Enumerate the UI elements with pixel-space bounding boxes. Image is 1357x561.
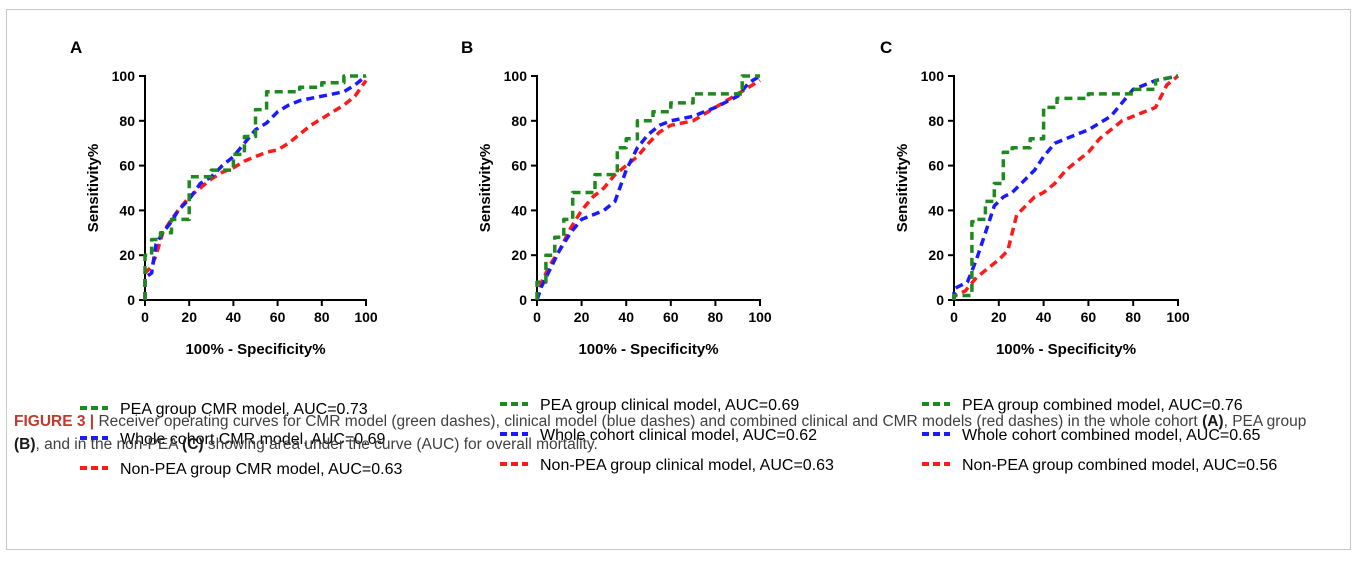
panel-b-x-tick-label: 0 bbox=[533, 309, 541, 325]
panel-a-x-axis-title: 100% - Specificity% bbox=[185, 341, 325, 358]
panel-b-x-tick-label: 80 bbox=[708, 309, 724, 325]
panel-c-legend-label: Non-PEA group combined model, AUC=0.56 bbox=[962, 457, 1277, 474]
panel-b-y-tick-label: 40 bbox=[511, 202, 527, 218]
panel-c-y-tick-label: 80 bbox=[928, 113, 944, 129]
panel-a-y-tick-label: 100 bbox=[112, 68, 136, 84]
panel-a-series-green bbox=[143, 74, 366, 300]
panel-b-y-tick-label: 0 bbox=[519, 292, 527, 308]
caption-ref-c: (C) bbox=[182, 436, 204, 453]
panel-b-y-axis-title: Sensitivity% bbox=[477, 144, 494, 232]
panel-a-series-red bbox=[143, 79, 368, 300]
panel-c-y-tick-label: 40 bbox=[928, 202, 944, 218]
caption-text-3: , and in the non-PEA bbox=[35, 436, 183, 453]
panel-a-legend-label: PEA group CMR model, AUC=0.73 bbox=[120, 401, 368, 418]
panel-b-x-tick-label: 40 bbox=[618, 309, 634, 325]
panel-c-y-axis-title: Sensitivity% bbox=[894, 144, 911, 232]
panel-a-x-tick-label: 100 bbox=[354, 309, 378, 325]
panel-b-y-tick-label: 100 bbox=[504, 68, 528, 84]
panel-a-x-tick-label: 20 bbox=[181, 309, 197, 325]
panel-c-x-tick-label: 80 bbox=[1125, 309, 1141, 325]
panel-a-series-blue bbox=[143, 74, 368, 300]
panel-a-x-tick-label: 0 bbox=[141, 309, 149, 325]
panel-b-label: B bbox=[461, 38, 473, 57]
caption-ref-a: (A) bbox=[1202, 413, 1224, 430]
panel-c-x-axis-title: 100% - Specificity% bbox=[996, 341, 1136, 358]
panel-b-y-tick-label: 80 bbox=[511, 113, 527, 129]
panel-c-series-green bbox=[952, 74, 1179, 300]
panel-b-series-blue bbox=[535, 74, 761, 301]
panel-b-legend-label: Non-PEA group clinical model, AUC=0.63 bbox=[540, 457, 834, 474]
panel-c-y-tick-label: 20 bbox=[928, 247, 944, 263]
panel-c-legend-label: PEA group combined model, AUC=0.76 bbox=[962, 397, 1243, 414]
caption-text-1: Receiver operating curves for CMR model … bbox=[94, 413, 1203, 430]
panel-a-y-tick-label: 60 bbox=[119, 158, 135, 174]
panel-a-y-tick-label: 80 bbox=[119, 113, 135, 129]
panel-b-x-tick-label: 100 bbox=[748, 309, 772, 325]
figure-label: FIGURE 3 | bbox=[14, 413, 95, 430]
panel-c-x-tick-label: 40 bbox=[1036, 309, 1052, 325]
panel-b-series-green bbox=[535, 74, 760, 300]
panel-a-y-tick-label: 0 bbox=[127, 292, 135, 308]
panel-b-y-tick-label: 60 bbox=[511, 158, 527, 174]
panel-c-x-tick-label: 0 bbox=[950, 309, 958, 325]
panel-a-x-tick-label: 40 bbox=[226, 309, 242, 325]
panel-c-series-red bbox=[952, 74, 1180, 300]
panel-b-x-tick-label: 20 bbox=[574, 309, 590, 325]
panel-b-y-tick-label: 20 bbox=[511, 247, 527, 263]
panel-c-x-tick-label: 60 bbox=[1081, 309, 1097, 325]
caption-text-2: , PEA group bbox=[1223, 413, 1307, 430]
panel-c-y-tick-label: 100 bbox=[921, 68, 945, 84]
panel-b-legend-label: PEA group clinical model, AUC=0.69 bbox=[540, 397, 799, 414]
panel-b-legend-label: Whole cohort clinical model, AUC=0.62 bbox=[540, 427, 817, 444]
panel-a-y-tick-label: 40 bbox=[119, 202, 135, 218]
panel-c-y-tick-label: 0 bbox=[936, 292, 944, 308]
panel-a-legend-label: Non-PEA group CMR model, AUC=0.63 bbox=[120, 461, 402, 478]
panel-a-legend-label: Whole cohort CMR model, AUC=0.69 bbox=[120, 431, 386, 448]
panel-a-label: A bbox=[70, 38, 82, 57]
panel-a-x-tick-label: 60 bbox=[270, 309, 286, 325]
caption-ref-b: (B) bbox=[14, 436, 36, 453]
panel-c-x-tick-label: 20 bbox=[991, 309, 1007, 325]
panel-c-y-tick-label: 60 bbox=[928, 158, 944, 174]
caption-text-4: showing area under the curve (AUC) for o… bbox=[203, 436, 598, 453]
panel-b-x-axis-title: 100% - Specificity% bbox=[578, 341, 718, 358]
panel-a-x-tick-label: 80 bbox=[314, 309, 330, 325]
panel-c-series-blue bbox=[952, 74, 1179, 300]
panel-c-legend-label: Whole cohort combined model, AUC=0.65 bbox=[962, 427, 1260, 444]
panel-b-x-tick-label: 60 bbox=[663, 309, 679, 325]
panel-a-y-tick-label: 20 bbox=[119, 247, 135, 263]
panel-b-series-red bbox=[535, 78, 761, 301]
panel-c-label: C bbox=[880, 38, 892, 57]
panel-c-x-tick-label: 100 bbox=[1166, 309, 1190, 325]
figure-caption: FIGURE 3 | Receiver operating curves for… bbox=[14, 410, 1334, 456]
panel-a-y-axis-title: Sensitivity% bbox=[85, 144, 102, 232]
